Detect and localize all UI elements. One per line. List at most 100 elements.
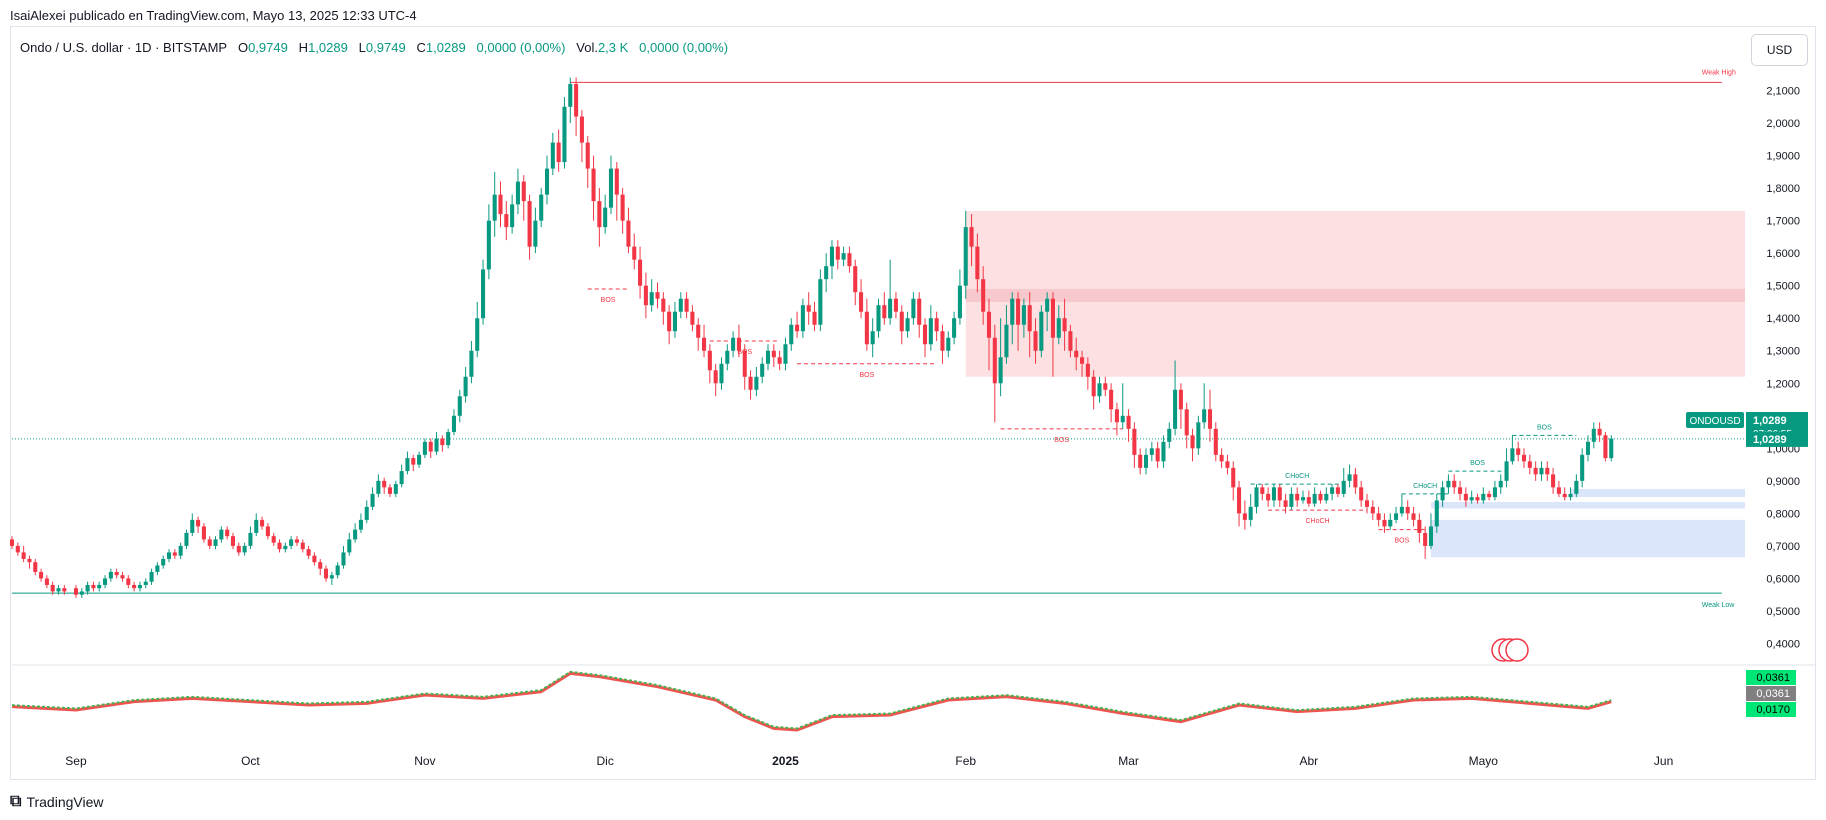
structure-label-9: BOS bbox=[1537, 424, 1552, 431]
candle bbox=[678, 298, 683, 312]
candle bbox=[1149, 448, 1154, 455]
candle bbox=[946, 337, 951, 351]
candle bbox=[952, 318, 957, 338]
structure-label-0: BOS bbox=[601, 297, 616, 304]
candle bbox=[56, 588, 61, 592]
candle bbox=[1574, 480, 1579, 494]
candle bbox=[1458, 487, 1463, 494]
candle bbox=[550, 142, 555, 169]
candle bbox=[725, 350, 730, 364]
candle bbox=[667, 311, 672, 332]
candle bbox=[196, 519, 201, 527]
candle bbox=[347, 539, 352, 553]
candle bbox=[829, 246, 835, 267]
candle bbox=[911, 298, 916, 319]
candle bbox=[1388, 519, 1393, 527]
candle bbox=[254, 519, 259, 533]
candle bbox=[1347, 474, 1352, 481]
candle bbox=[353, 529, 358, 540]
y-tick-label: 2,1000 bbox=[1766, 86, 1800, 98]
volume-value: 2,3 K bbox=[597, 40, 629, 55]
candle bbox=[806, 305, 811, 312]
candle bbox=[33, 562, 38, 572]
candle bbox=[446, 432, 451, 446]
candle bbox=[824, 266, 829, 280]
candle bbox=[1132, 428, 1137, 455]
candle bbox=[1428, 526, 1434, 546]
candle bbox=[1295, 493, 1300, 501]
close-value: 1,0289 bbox=[425, 40, 466, 55]
candle bbox=[1440, 487, 1445, 501]
candle bbox=[1556, 487, 1561, 494]
candle bbox=[835, 246, 840, 260]
candle bbox=[178, 545, 183, 556]
candle bbox=[620, 194, 625, 221]
candle bbox=[1207, 409, 1213, 429]
candle bbox=[940, 331, 945, 351]
y-tick-label: 0,8000 bbox=[1766, 508, 1800, 520]
candle bbox=[1318, 493, 1323, 501]
candle bbox=[44, 578, 49, 585]
symbol-price-tag bbox=[1686, 412, 1744, 428]
candle bbox=[1143, 454, 1149, 468]
candle bbox=[1504, 461, 1509, 481]
current-price-label: 1,0289 bbox=[1753, 434, 1787, 446]
candle bbox=[515, 181, 520, 205]
candle bbox=[172, 552, 177, 556]
candle bbox=[1266, 493, 1271, 501]
candle bbox=[899, 311, 904, 332]
candle bbox=[1405, 506, 1410, 514]
candle bbox=[533, 220, 538, 247]
candle bbox=[998, 357, 1003, 384]
oscillator-value-label: 0,0361 bbox=[1756, 688, 1790, 700]
candle bbox=[1324, 493, 1329, 501]
candle bbox=[1551, 474, 1556, 488]
candle bbox=[318, 562, 323, 569]
structure-label-2: BOS bbox=[859, 372, 874, 379]
structure-label-5: CHoCH bbox=[1306, 518, 1330, 525]
candle bbox=[1510, 448, 1515, 462]
candle bbox=[905, 318, 910, 332]
candle bbox=[50, 584, 55, 592]
candle bbox=[1062, 318, 1067, 332]
candle bbox=[731, 337, 736, 351]
candle bbox=[428, 441, 433, 452]
x-tick-label: Jun bbox=[1654, 754, 1673, 768]
candle bbox=[1533, 467, 1538, 475]
candle bbox=[1417, 519, 1422, 533]
candle bbox=[1585, 441, 1591, 455]
open-label: O bbox=[237, 40, 249, 55]
candle bbox=[975, 246, 980, 280]
tradingview-logo[interactable]: ⧉ TradingView bbox=[10, 793, 103, 811]
candle bbox=[1591, 428, 1596, 442]
candle bbox=[853, 266, 858, 293]
candle bbox=[882, 305, 887, 319]
candle bbox=[1469, 497, 1474, 501]
candle bbox=[917, 298, 922, 325]
candle bbox=[108, 571, 113, 579]
candle bbox=[795, 324, 800, 332]
candle bbox=[608, 168, 614, 208]
candle bbox=[1126, 415, 1131, 429]
supply-core bbox=[965, 288, 1745, 302]
oscillator-value-box bbox=[1746, 702, 1796, 717]
candle bbox=[1237, 487, 1242, 514]
open-value: 0,9749 bbox=[248, 40, 288, 55]
candle bbox=[818, 279, 823, 325]
candle bbox=[306, 549, 311, 556]
candle bbox=[1312, 493, 1317, 504]
candle bbox=[643, 285, 648, 306]
symbol-legend: Ondo / U.S. dollar · 1D · BITSTAMP O0,97… bbox=[20, 40, 728, 55]
currency-button[interactable]: USD bbox=[1751, 34, 1808, 66]
candle bbox=[469, 350, 474, 377]
candle bbox=[702, 337, 707, 351]
candle bbox=[1109, 389, 1114, 410]
candle bbox=[591, 168, 596, 202]
candle bbox=[166, 552, 172, 559]
candle bbox=[85, 584, 90, 592]
price-change: 0,0000 (0,00%) bbox=[476, 40, 566, 55]
close-label: C bbox=[416, 40, 426, 55]
candle bbox=[1219, 454, 1224, 462]
structure-label-7: CHoCH bbox=[1413, 483, 1437, 490]
